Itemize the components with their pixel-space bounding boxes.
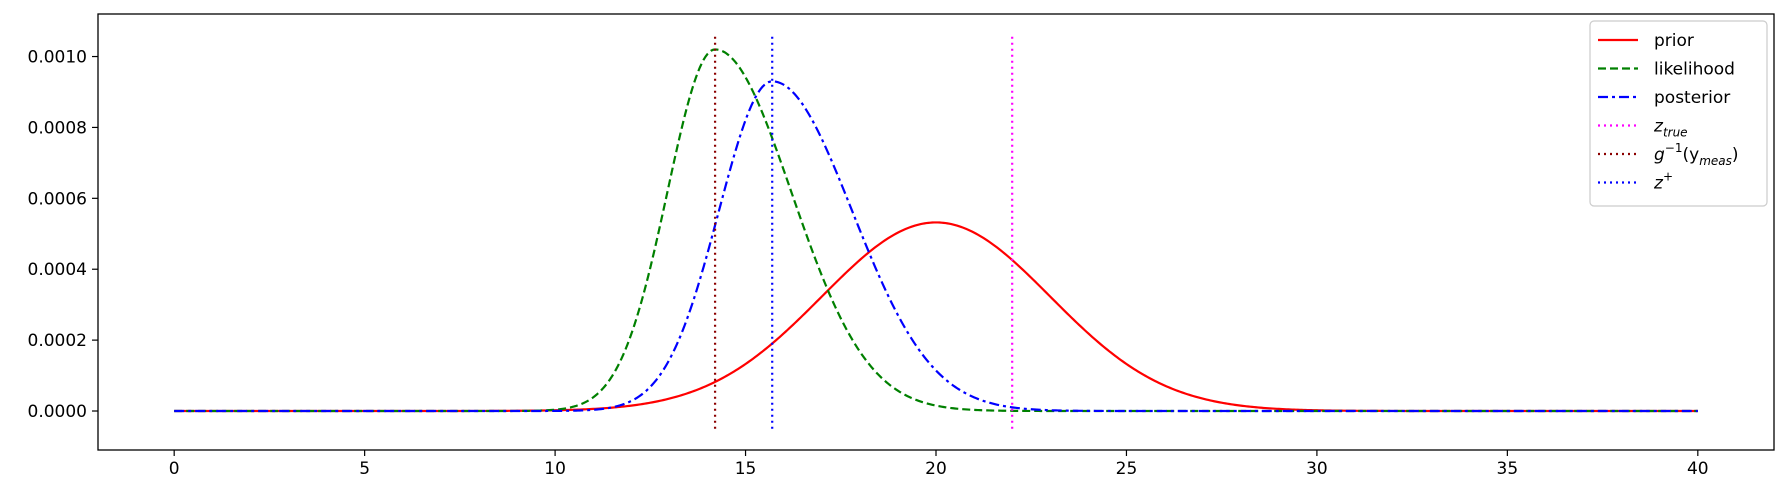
legend-box (1589, 20, 1768, 207)
x-tick-label: 0 (169, 459, 180, 479)
y-tick-label: 0.0008 (28, 118, 87, 138)
x-tick-label: 25 (1116, 459, 1138, 479)
y-axis: 0.0000 0.0002 0.0004 0.0006 0.0008 0.0010 (28, 48, 98, 422)
y-tick-label: 0.0006 (28, 189, 87, 209)
legend-label: likelihood (1654, 60, 1735, 80)
legend-label: g−1(ymeas) (1654, 141, 1739, 168)
x-tick-label: 5 (359, 459, 370, 479)
x-tick-label: 20 (925, 459, 947, 479)
series-line-posterior (174, 80, 1698, 413)
x-tick-label: 35 (1497, 459, 1519, 479)
y-tick-label: 0.0010 (28, 48, 87, 68)
legend-label: z+ (1653, 170, 1673, 194)
legend-label: ztrue (1653, 117, 1688, 140)
x-tick-label: 15 (735, 459, 757, 479)
y-tick-label: 0.0000 (28, 402, 87, 422)
x-tick-label: 40 (1687, 459, 1709, 479)
y-tick-label: 0.0002 (28, 331, 87, 351)
legend-label: prior (1654, 31, 1694, 51)
x-axis: 0 5 10 15 20 25 30 35 40 (169, 450, 1709, 479)
x-tick-label: 10 (544, 459, 566, 479)
y-tick-label: 0.0004 (28, 260, 87, 280)
plot-lines (174, 35, 1698, 429)
x-tick-label: 30 (1306, 459, 1328, 479)
legend: prior likelihood posterior ztrueg−1(ymeas)z… (1589, 20, 1768, 207)
legend-label: posterior (1654, 88, 1730, 108)
